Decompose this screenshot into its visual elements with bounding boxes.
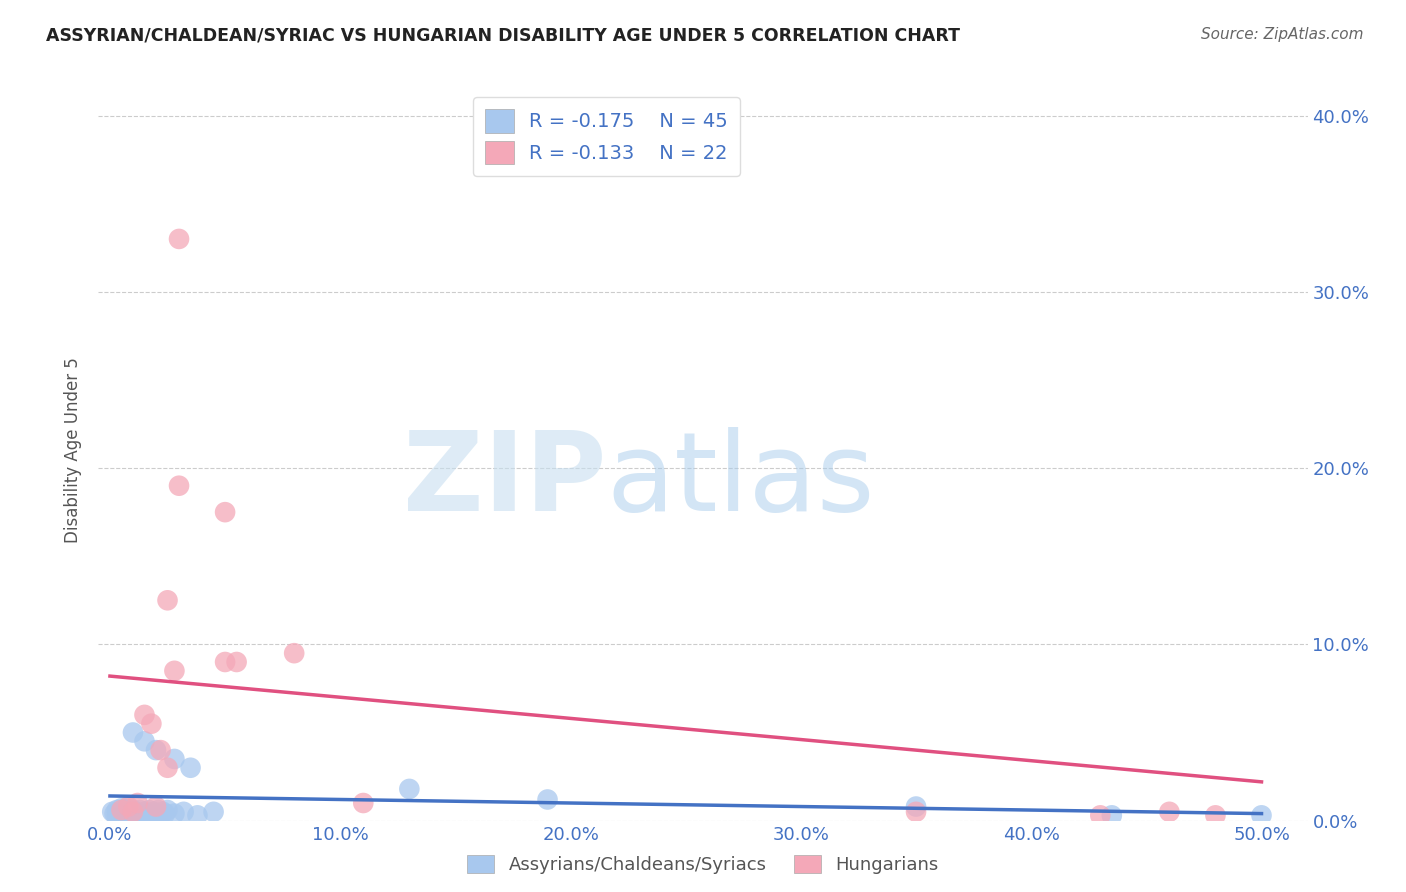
Point bbox=[398, 781, 420, 796]
Point bbox=[283, 646, 305, 660]
Point bbox=[122, 725, 145, 739]
Text: ASSYRIAN/CHALDEAN/SYRIAC VS HUNGARIAN DISABILITY AGE UNDER 5 CORRELATION CHART: ASSYRIAN/CHALDEAN/SYRIAC VS HUNGARIAN DI… bbox=[46, 27, 960, 45]
Point bbox=[141, 716, 163, 731]
Point bbox=[225, 655, 247, 669]
Point bbox=[156, 761, 179, 775]
Point bbox=[145, 799, 167, 814]
Point bbox=[167, 232, 190, 246]
Point bbox=[117, 805, 139, 819]
Point bbox=[117, 799, 139, 814]
Point bbox=[145, 806, 167, 821]
Point bbox=[156, 803, 179, 817]
Point bbox=[115, 806, 138, 821]
Point bbox=[352, 796, 374, 810]
Point bbox=[135, 806, 157, 821]
Point bbox=[1101, 808, 1123, 822]
Point bbox=[148, 803, 170, 817]
Point bbox=[202, 805, 225, 819]
Point bbox=[134, 734, 156, 748]
Point bbox=[536, 792, 558, 806]
Point bbox=[1090, 808, 1112, 822]
Point bbox=[110, 806, 132, 821]
Point bbox=[156, 593, 179, 607]
Point bbox=[110, 803, 132, 817]
Point bbox=[112, 803, 135, 817]
Point bbox=[127, 806, 149, 821]
Point bbox=[112, 808, 135, 822]
Point bbox=[1250, 808, 1272, 822]
Point bbox=[103, 806, 125, 821]
Point bbox=[1159, 805, 1181, 819]
Point bbox=[163, 806, 186, 821]
Point bbox=[214, 505, 236, 519]
Text: ZIP: ZIP bbox=[404, 426, 606, 533]
Point bbox=[145, 743, 167, 757]
Point bbox=[134, 805, 156, 819]
Y-axis label: Disability Age Under 5: Disability Age Under 5 bbox=[65, 358, 83, 543]
Point bbox=[127, 796, 149, 810]
Point bbox=[101, 805, 124, 819]
Text: atlas: atlas bbox=[606, 426, 875, 533]
Point bbox=[142, 805, 165, 819]
Point bbox=[152, 805, 174, 819]
Point bbox=[134, 707, 156, 722]
Point bbox=[108, 805, 131, 819]
Point bbox=[122, 808, 145, 822]
Point bbox=[214, 655, 236, 669]
Point bbox=[167, 479, 190, 493]
Point bbox=[149, 743, 172, 757]
Point bbox=[131, 808, 153, 822]
Point bbox=[105, 803, 128, 817]
Point bbox=[163, 752, 186, 766]
Point bbox=[117, 808, 139, 822]
Point bbox=[905, 799, 928, 814]
Point bbox=[120, 806, 142, 821]
Point bbox=[138, 803, 160, 817]
Point bbox=[122, 805, 145, 819]
Point bbox=[1204, 808, 1226, 822]
Point bbox=[115, 801, 138, 815]
Legend: R = -0.175    N = 45, R = -0.133    N = 22: R = -0.175 N = 45, R = -0.133 N = 22 bbox=[472, 97, 740, 176]
Point bbox=[905, 805, 928, 819]
Point bbox=[186, 808, 208, 822]
Point bbox=[105, 808, 128, 822]
Point bbox=[180, 761, 202, 775]
Point bbox=[110, 801, 132, 815]
Point bbox=[122, 803, 145, 817]
Point bbox=[163, 664, 186, 678]
Point bbox=[124, 805, 146, 819]
Point bbox=[149, 808, 172, 822]
Point bbox=[141, 808, 163, 822]
Point bbox=[173, 805, 195, 819]
Legend: Assyrians/Chaldeans/Syriacs, Hungarians: Assyrians/Chaldeans/Syriacs, Hungarians bbox=[460, 847, 946, 881]
Text: Source: ZipAtlas.com: Source: ZipAtlas.com bbox=[1201, 27, 1364, 42]
Point bbox=[155, 806, 177, 821]
Point bbox=[128, 803, 150, 817]
